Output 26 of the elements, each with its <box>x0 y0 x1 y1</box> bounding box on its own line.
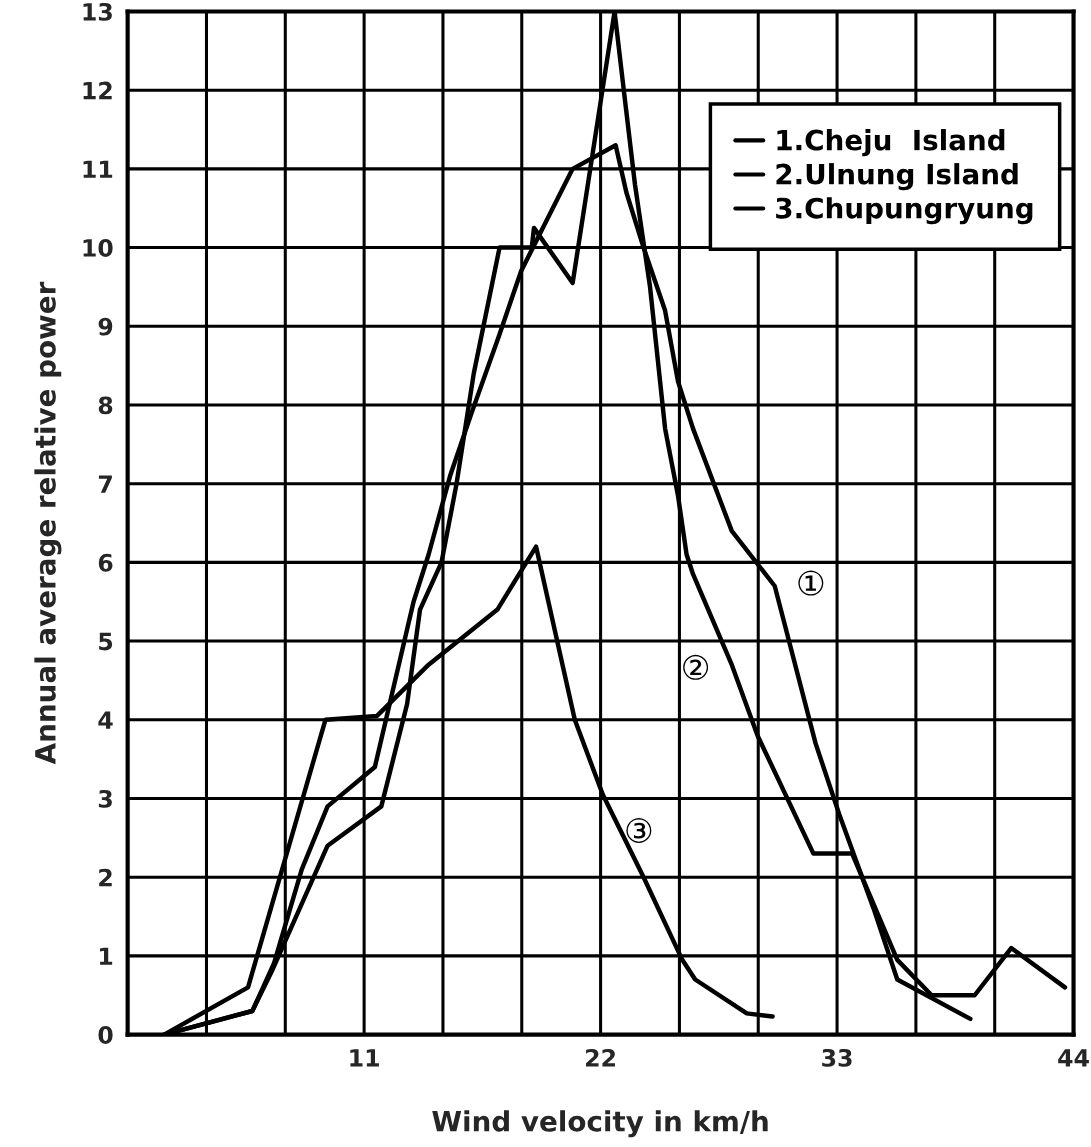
y-tick-label: 7 <box>98 475 112 493</box>
annotation: ① <box>798 570 824 596</box>
y-tick-label: 9 <box>98 317 113 336</box>
annotation: ③ <box>626 818 652 843</box>
x-tick-label: 22 <box>586 1048 615 1067</box>
legend-label: 1.Cheju Island <box>777 129 1005 157</box>
x-tick-label: 33 <box>822 1048 852 1067</box>
legend-label: 2.Ulnung Island <box>776 163 1018 191</box>
y-tick-label: 11 <box>83 160 113 178</box>
y-tick-label: 1 <box>99 947 113 965</box>
y-tick-label: 3 <box>98 789 112 808</box>
y-tick-label: 4 <box>98 711 113 729</box>
x-tick-label: 11 <box>350 1049 379 1067</box>
y-tick-label: 5 <box>99 632 113 651</box>
y-tick-label: 2 <box>99 868 112 887</box>
y-tick-label: 10 <box>83 239 113 257</box>
y-axis-title: Annual average relative power <box>34 281 62 765</box>
x-axis-title: Wind velocity in km/h <box>432 1110 768 1138</box>
legend-label: 3.Chupungryung <box>776 197 1033 225</box>
y-tick-label: 12 <box>83 81 112 100</box>
x-tick-label: 44 <box>1058 1049 1089 1067</box>
annotation: ② <box>683 654 709 680</box>
y-tick-label: 0 <box>98 1026 113 1044</box>
y-tick-label: 8 <box>98 396 113 415</box>
y-tick-label: 6 <box>98 553 113 572</box>
y-tick-label: 13 <box>83 2 112 21</box>
